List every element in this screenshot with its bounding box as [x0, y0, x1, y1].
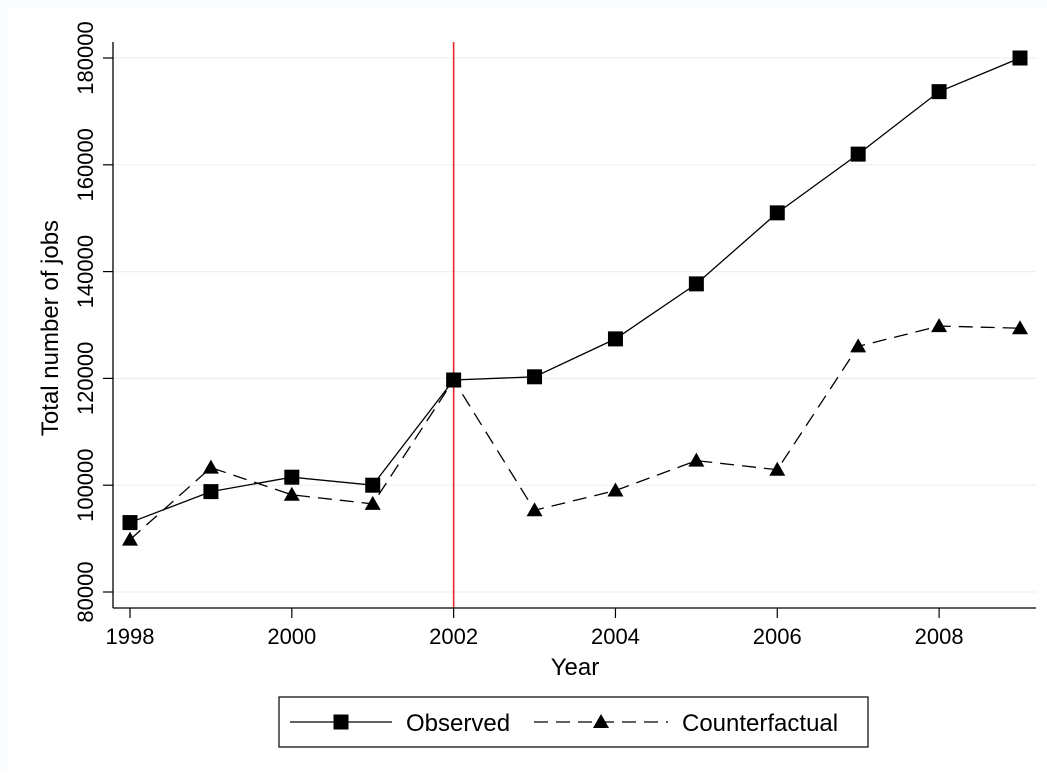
data-point-observed — [688, 276, 704, 292]
y-tick-label: 180000 — [73, 21, 98, 94]
data-point-counterfactual — [850, 338, 867, 353]
series-observed — [122, 50, 1028, 531]
series-group — [122, 50, 1028, 546]
data-point-counterfactual — [202, 459, 219, 474]
legend-label-counterfactual: Counterfactual — [682, 710, 838, 737]
data-point-observed — [1012, 50, 1028, 66]
data-point-observed — [203, 484, 219, 500]
data-point-counterfactual — [688, 452, 705, 467]
data-point-observed — [931, 84, 947, 100]
y-tick-label: 120000 — [73, 342, 98, 415]
data-point-counterfactual — [769, 461, 786, 476]
data-point-observed — [850, 146, 866, 162]
data-point-observed — [607, 331, 623, 347]
x-axis-label: Year — [551, 654, 600, 681]
data-point-counterfactual — [607, 482, 624, 497]
legend: Observed Counterfactual — [278, 696, 869, 748]
axes: 80000 100000 120000 140000 160000 180000 1998 2… — [73, 21, 1036, 649]
data-point-observed — [284, 469, 300, 485]
data-point-observed — [122, 515, 138, 531]
plot-background — [8, 8, 1047, 774]
data-point-observed — [365, 477, 381, 493]
y-tick-label: 80000 — [73, 561, 98, 622]
data-point-counterfactual — [931, 318, 948, 333]
x-tick-label: 2008 — [915, 624, 964, 649]
y-tick-label: 100000 — [73, 448, 98, 521]
series-line-counterfactual — [129, 325, 1021, 541]
x-tick-label: 1998 — [106, 624, 155, 649]
data-point-observed — [446, 372, 462, 388]
x-tick-label: 2000 — [267, 624, 316, 649]
x-tick-label: 2002 — [429, 624, 478, 649]
legend-marker-observed — [333, 714, 349, 730]
data-point-observed — [527, 369, 543, 385]
data-point-counterfactual — [526, 502, 543, 517]
y-tick-label: 160000 — [73, 128, 98, 201]
x-tick-label: 2006 — [753, 624, 802, 649]
data-point-counterfactual — [1012, 320, 1028, 335]
data-point-counterfactual — [364, 495, 381, 510]
grid — [113, 57, 1036, 593]
series-line-observed — [129, 57, 1021, 524]
data-point-counterfactual — [122, 531, 138, 546]
y-tick-label: 140000 — [73, 235, 98, 308]
legend-marker-counterfactual — [593, 714, 609, 728]
y-axis-label: Total number of jobs — [37, 220, 64, 436]
data-point-observed — [769, 205, 785, 221]
legend-label-observed: Observed — [406, 710, 510, 737]
x-tick-label: 2004 — [591, 624, 640, 649]
data-point-counterfactual — [283, 486, 300, 501]
